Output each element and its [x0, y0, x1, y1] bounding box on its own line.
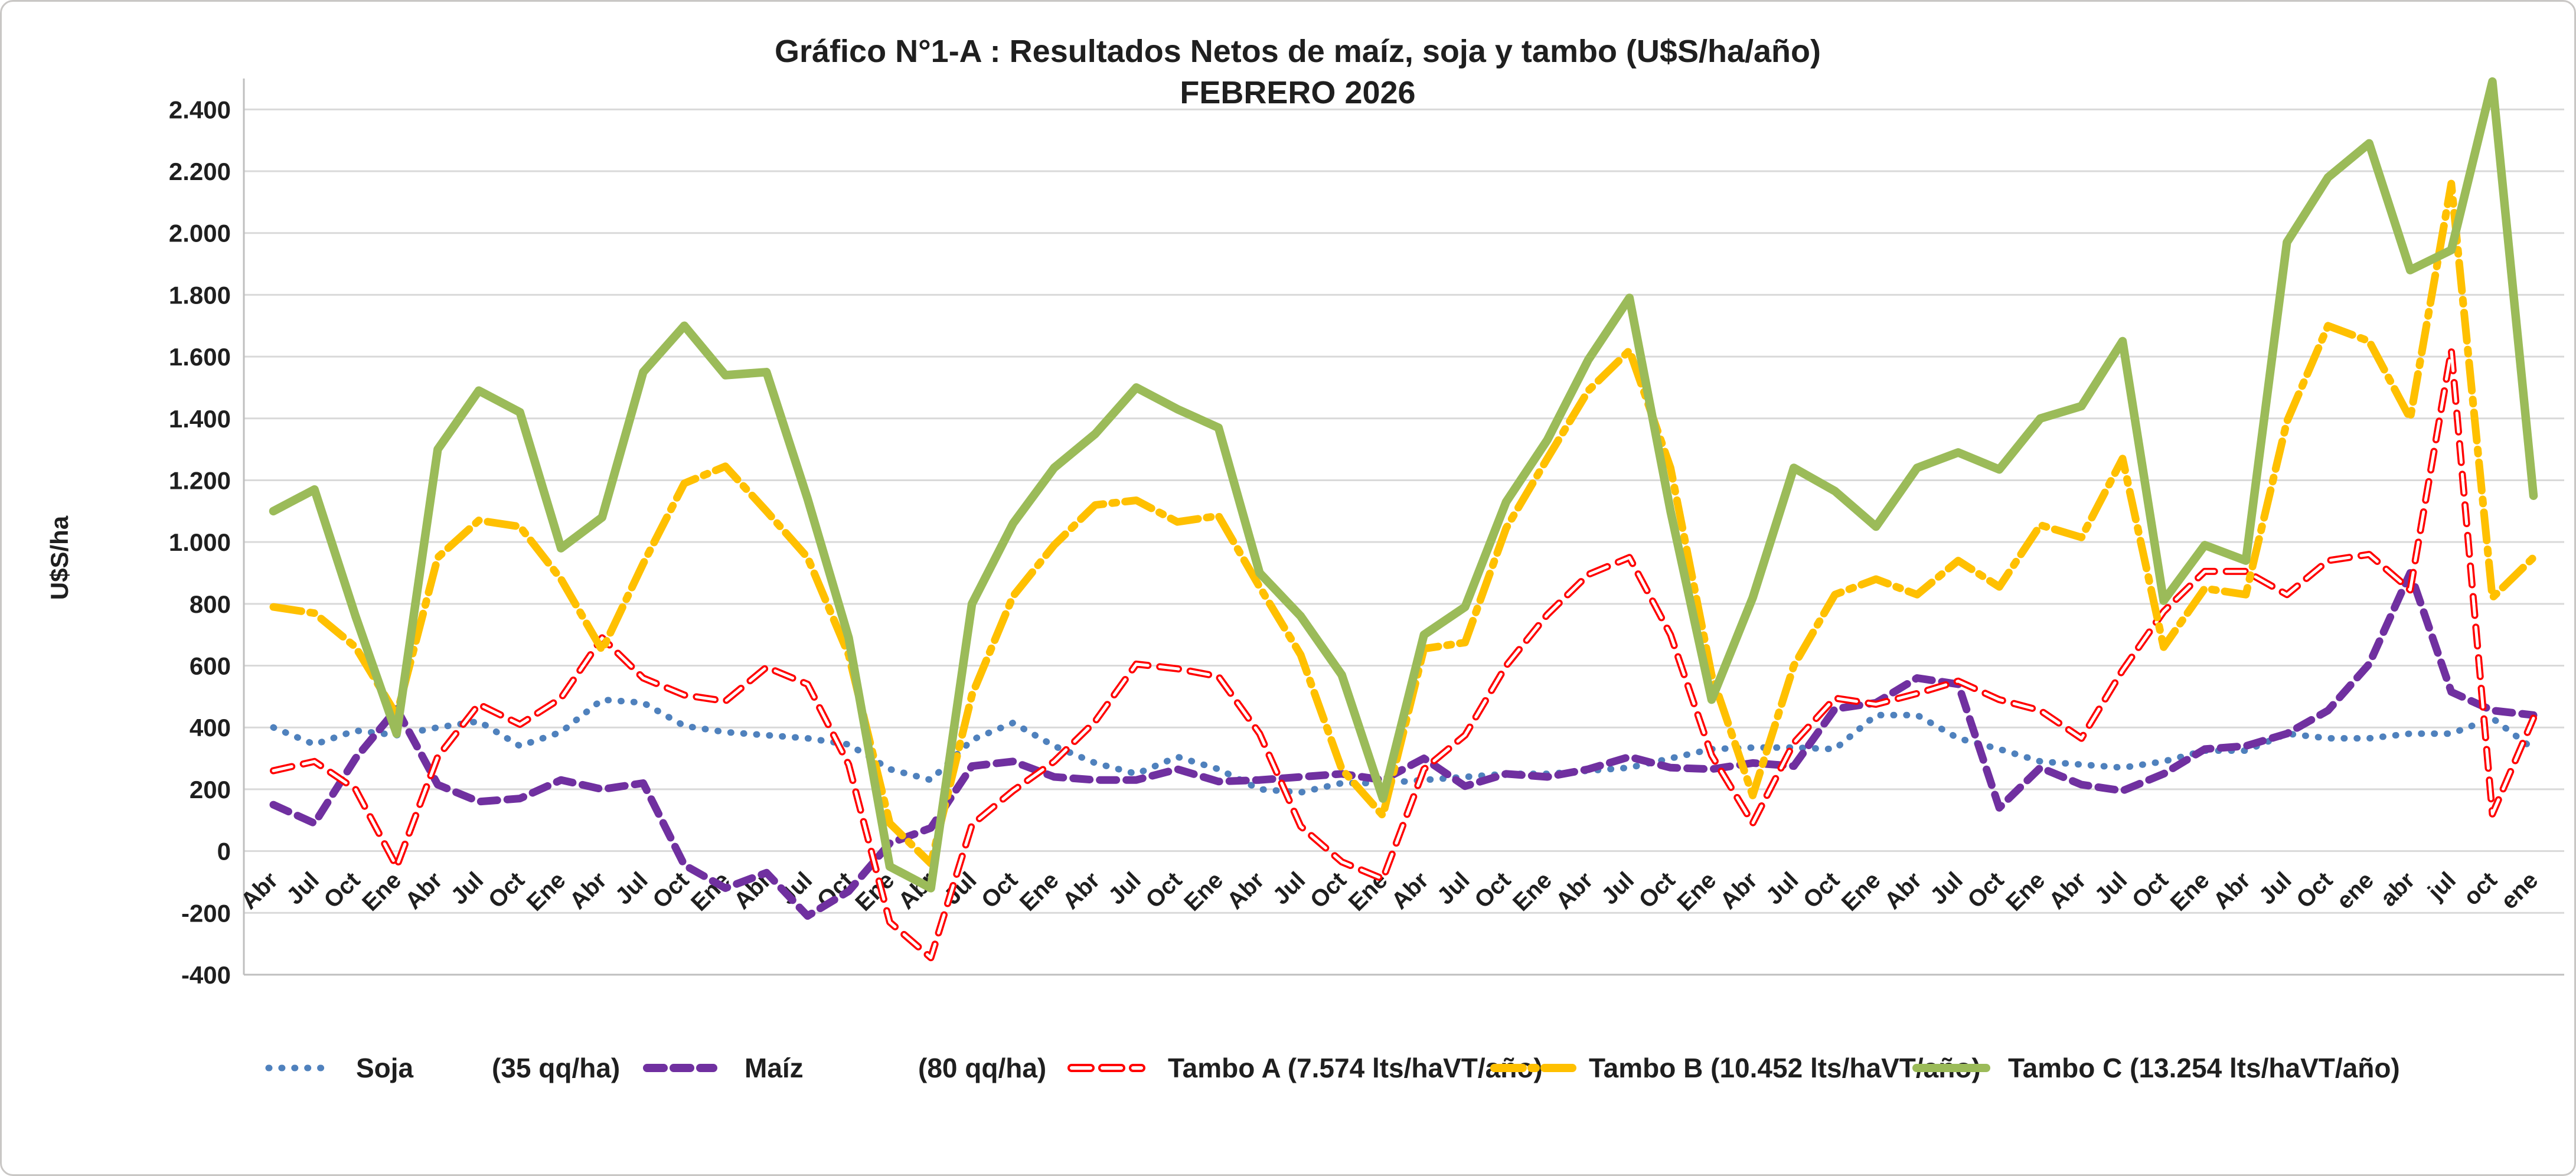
x-tick-label: Oct — [319, 867, 365, 913]
x-axis-tick-labels: AbrJulOctEneAbrJulOctEneAbrJulOctEneAbrJ… — [236, 867, 2544, 916]
x-tick-label: Oct — [1305, 867, 1351, 913]
legend-label: Tambo C (13.254 lts/haVT/año) — [2008, 1053, 2400, 1083]
x-tick-label: Abr — [2044, 867, 2091, 914]
x-tick-label: Ene — [1508, 867, 1557, 916]
x-tick-label: Jul — [1432, 867, 1475, 910]
x-tick-label: Oct — [484, 867, 530, 913]
x-tick-label: Ene — [2001, 867, 2050, 916]
legend: Soja (35 qq/ha) Maíz (80 qq/ha) Tambo A (7.5… — [265, 1053, 2400, 1083]
y-tick-label: 2.400 — [169, 96, 231, 123]
x-tick-label: Ene — [522, 867, 571, 916]
x-tick-label: Ene — [850, 867, 899, 916]
x-tick-label: Abr — [1058, 867, 1105, 914]
x-tick-label: Jul — [1761, 867, 1804, 910]
x-tick-label: ene — [2496, 867, 2544, 914]
y-tick-label: -200 — [181, 899, 231, 927]
y-tick-label: 200 — [190, 776, 231, 803]
y-tick-label: 600 — [190, 652, 231, 680]
x-tick-label: Oct — [2127, 867, 2173, 913]
x-tick-label: Jul — [282, 867, 324, 910]
x-tick-label: Ene — [1179, 867, 1228, 916]
x-tick-label: Ene — [1837, 867, 1886, 916]
x-tick-label: abr — [2375, 867, 2420, 912]
x-tick-label: Abr — [1222, 867, 1269, 914]
x-tick-label: Jul — [1103, 867, 1146, 910]
x-tick-label: Jul — [1596, 867, 1639, 910]
x-tick-label: Abr — [564, 867, 612, 914]
x-tick-label: Oct — [648, 867, 694, 913]
x-tick-label: Jul — [2089, 867, 2132, 910]
y-tick-label: 1.800 — [169, 281, 231, 309]
x-tick-label: Abr — [1715, 867, 1762, 914]
x-tick-label: Ene — [2166, 867, 2215, 916]
y-tick-label: 400 — [190, 714, 231, 741]
series-line-tambo — [269, 179, 2538, 868]
x-tick-label: Oct — [1798, 867, 1844, 913]
x-tick-label: Jul — [2254, 867, 2297, 910]
x-tick-label: Abr — [1551, 867, 1598, 914]
gridlines — [244, 108, 2564, 976]
y-tick-label: 2.200 — [169, 158, 231, 185]
x-tick-label: Abr — [1880, 867, 1927, 914]
x-tick-label: Jul — [1268, 867, 1310, 910]
y-axis-title: U$S/ha — [45, 515, 73, 600]
x-tick-label: Abr — [400, 867, 448, 914]
legend-label-detail: (35 qq/ha) — [492, 1053, 620, 1083]
y-tick-label: -400 — [181, 961, 231, 989]
series-line-tambo — [270, 347, 2537, 962]
legend-label-detail: (80 qq/ha) — [918, 1053, 1046, 1083]
x-tick-label: Ene — [1672, 867, 1721, 916]
x-tick-label: Ene — [1015, 867, 1064, 916]
x-tick-label: Oct — [1963, 867, 2009, 913]
x-tick-label: Jul — [1925, 867, 1968, 910]
legend-label: Soja — [356, 1053, 414, 1083]
y-tick-label: 1.600 — [169, 343, 231, 371]
x-tick-label: Oct — [977, 867, 1023, 913]
series-line-maíz — [269, 569, 2538, 920]
y-tick-label: 0 — [217, 838, 231, 865]
legend-label: Maíz — [745, 1053, 804, 1083]
x-tick-label: Abr — [1386, 867, 1434, 914]
chart-title: Gráfico N°1-A : Resultados Netos de maíz… — [775, 34, 1821, 69]
chart-subtitle: FEBRERO 2026 — [1180, 75, 1415, 110]
x-tick-label: Oct — [2291, 867, 2337, 913]
y-tick-label: 1.200 — [169, 466, 231, 494]
x-tick-label: Jul — [446, 867, 488, 910]
x-tick-label: Abr — [2208, 867, 2255, 914]
y-tick-label: 2.000 — [169, 220, 231, 247]
axes — [243, 79, 2564, 976]
series-line-inner-tambo — [272, 349, 2535, 959]
x-tick-label: jul — [2422, 867, 2461, 906]
data-series — [269, 77, 2538, 962]
legend-label: Tambo A (7.574 lts/haVT/año) — [1168, 1053, 1543, 1083]
x-tick-label: Oct — [1634, 867, 1680, 913]
x-tick-label: Oct — [1470, 867, 1516, 913]
x-tick-label: Ene — [357, 867, 406, 916]
x-tick-label: Jul — [610, 867, 653, 910]
y-tick-label: 1.000 — [169, 528, 231, 556]
y-tick-label: 800 — [190, 590, 231, 618]
x-tick-label: Oct — [1141, 867, 1187, 913]
x-tick-label: ene — [2332, 867, 2379, 914]
series-line-soja — [270, 696, 2537, 796]
x-tick-label: oct — [2459, 867, 2502, 911]
series-line-tambo — [269, 77, 2538, 893]
y-axis-tick-labels: 2.400 2.200 2.000 1.800 1.600 1.400 1.200 1.000… — [169, 96, 231, 989]
y-tick-label: 1.400 — [169, 405, 231, 433]
